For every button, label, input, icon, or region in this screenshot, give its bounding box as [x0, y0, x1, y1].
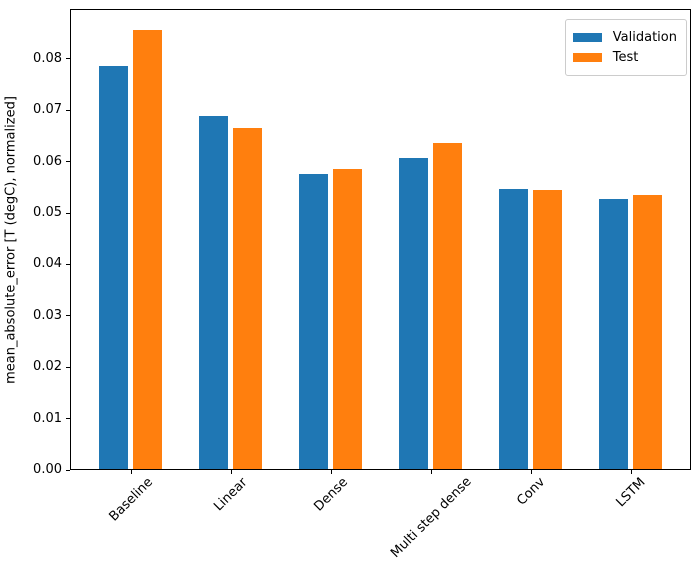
x-tick-label-dense: Dense — [310, 474, 351, 515]
y-tick-mark — [66, 418, 70, 420]
legend-label: Validation — [612, 30, 677, 45]
legend-swatch-test — [572, 53, 602, 62]
y-tick-label: 0.04 — [33, 256, 62, 272]
bar-validation-dense — [299, 174, 328, 469]
legend-label: Test — [612, 50, 639, 65]
bar-validation-baseline — [99, 66, 128, 469]
x-tick-mark — [431, 470, 432, 474]
bar-test-dense — [333, 169, 362, 469]
bar-test-linear — [233, 128, 262, 469]
y-axis-label: mean_absolute_error [T (degC), normalize… — [3, 96, 19, 384]
bar-validation-conv — [499, 189, 528, 469]
x-tick-label-multi-step-dense: Multi step dense — [387, 474, 475, 562]
plot-area: Validation Test — [70, 9, 691, 470]
x-tick-label-linear: Linear — [211, 474, 251, 515]
y-tick-mark — [66, 263, 70, 265]
y-tick-label: 0.08 — [33, 50, 62, 66]
bar-test-baseline — [133, 30, 162, 469]
legend-item-validation: Validation — [572, 29, 677, 46]
y-tick-mark — [66, 109, 70, 111]
x-tick-label-lstm: LSTM — [612, 475, 649, 511]
bar-test-multi-step-dense — [433, 143, 462, 469]
bar-test-lstm — [633, 195, 662, 469]
y-tick-label: 0.07 — [33, 102, 62, 118]
legend: Validation Test — [564, 19, 687, 76]
legend-item-test: Test — [572, 49, 677, 66]
x-tick-mark — [231, 470, 232, 474]
y-tick-label: 0.00 — [33, 462, 62, 477]
y-tick-mark — [66, 212, 70, 214]
y-tick-label: 0.06 — [33, 153, 62, 169]
y-tick-mark — [66, 366, 70, 368]
y-tick-label: 0.01 — [33, 410, 62, 426]
x-tick-mark — [631, 470, 632, 474]
y-tick-label: 0.05 — [33, 205, 62, 221]
y-tick-label: 0.02 — [33, 359, 62, 375]
bar-test-conv — [533, 190, 562, 469]
y-tick-mark — [66, 161, 70, 163]
y-tick-mark — [66, 315, 70, 317]
x-tick-label-baseline: Baseline — [105, 474, 156, 525]
x-tick-label-conv: Conv — [513, 474, 548, 509]
bar-validation-multi-step-dense — [399, 158, 428, 469]
bar-validation-lstm — [599, 199, 628, 469]
x-tick-mark — [131, 470, 132, 474]
bar-validation-linear — [199, 116, 228, 469]
y-tick-label: 0.03 — [33, 307, 62, 323]
y-tick-mark — [66, 469, 70, 471]
x-tick-mark — [331, 470, 332, 474]
y-tick-mark — [66, 58, 70, 60]
x-tick-mark — [531, 470, 532, 474]
legend-swatch-validation — [572, 33, 602, 42]
